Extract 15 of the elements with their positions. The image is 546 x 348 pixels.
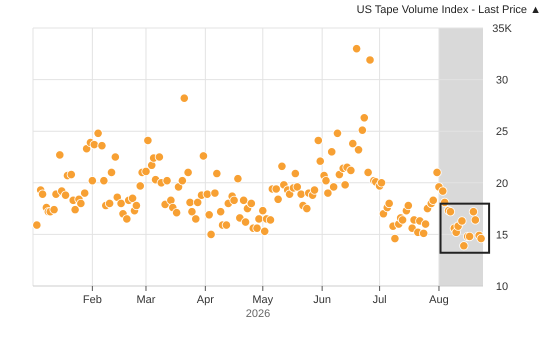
x-tick-label: Aug xyxy=(429,294,449,306)
y-tick-label: 35K xyxy=(492,23,512,35)
y-tick-label: 20 xyxy=(496,178,508,190)
chart-title: US Tape Volume Index - Last Price ▲ xyxy=(356,4,541,16)
x-tick-label: May xyxy=(252,294,274,306)
x-tick-label: Feb xyxy=(82,294,102,306)
x-tick-label: Apr xyxy=(196,294,214,306)
y-tick-label: 25 xyxy=(496,126,508,138)
x-tick-label: Jul xyxy=(372,294,387,306)
y-tick-label: 10 xyxy=(496,281,508,293)
x-axis-title: 2026 xyxy=(246,308,270,320)
y-tick-label: 15 xyxy=(496,229,508,242)
x-tick-label: Mar xyxy=(136,294,156,306)
y-tick-label: 30 xyxy=(496,74,508,87)
x-tick-label: Jun xyxy=(313,294,332,306)
